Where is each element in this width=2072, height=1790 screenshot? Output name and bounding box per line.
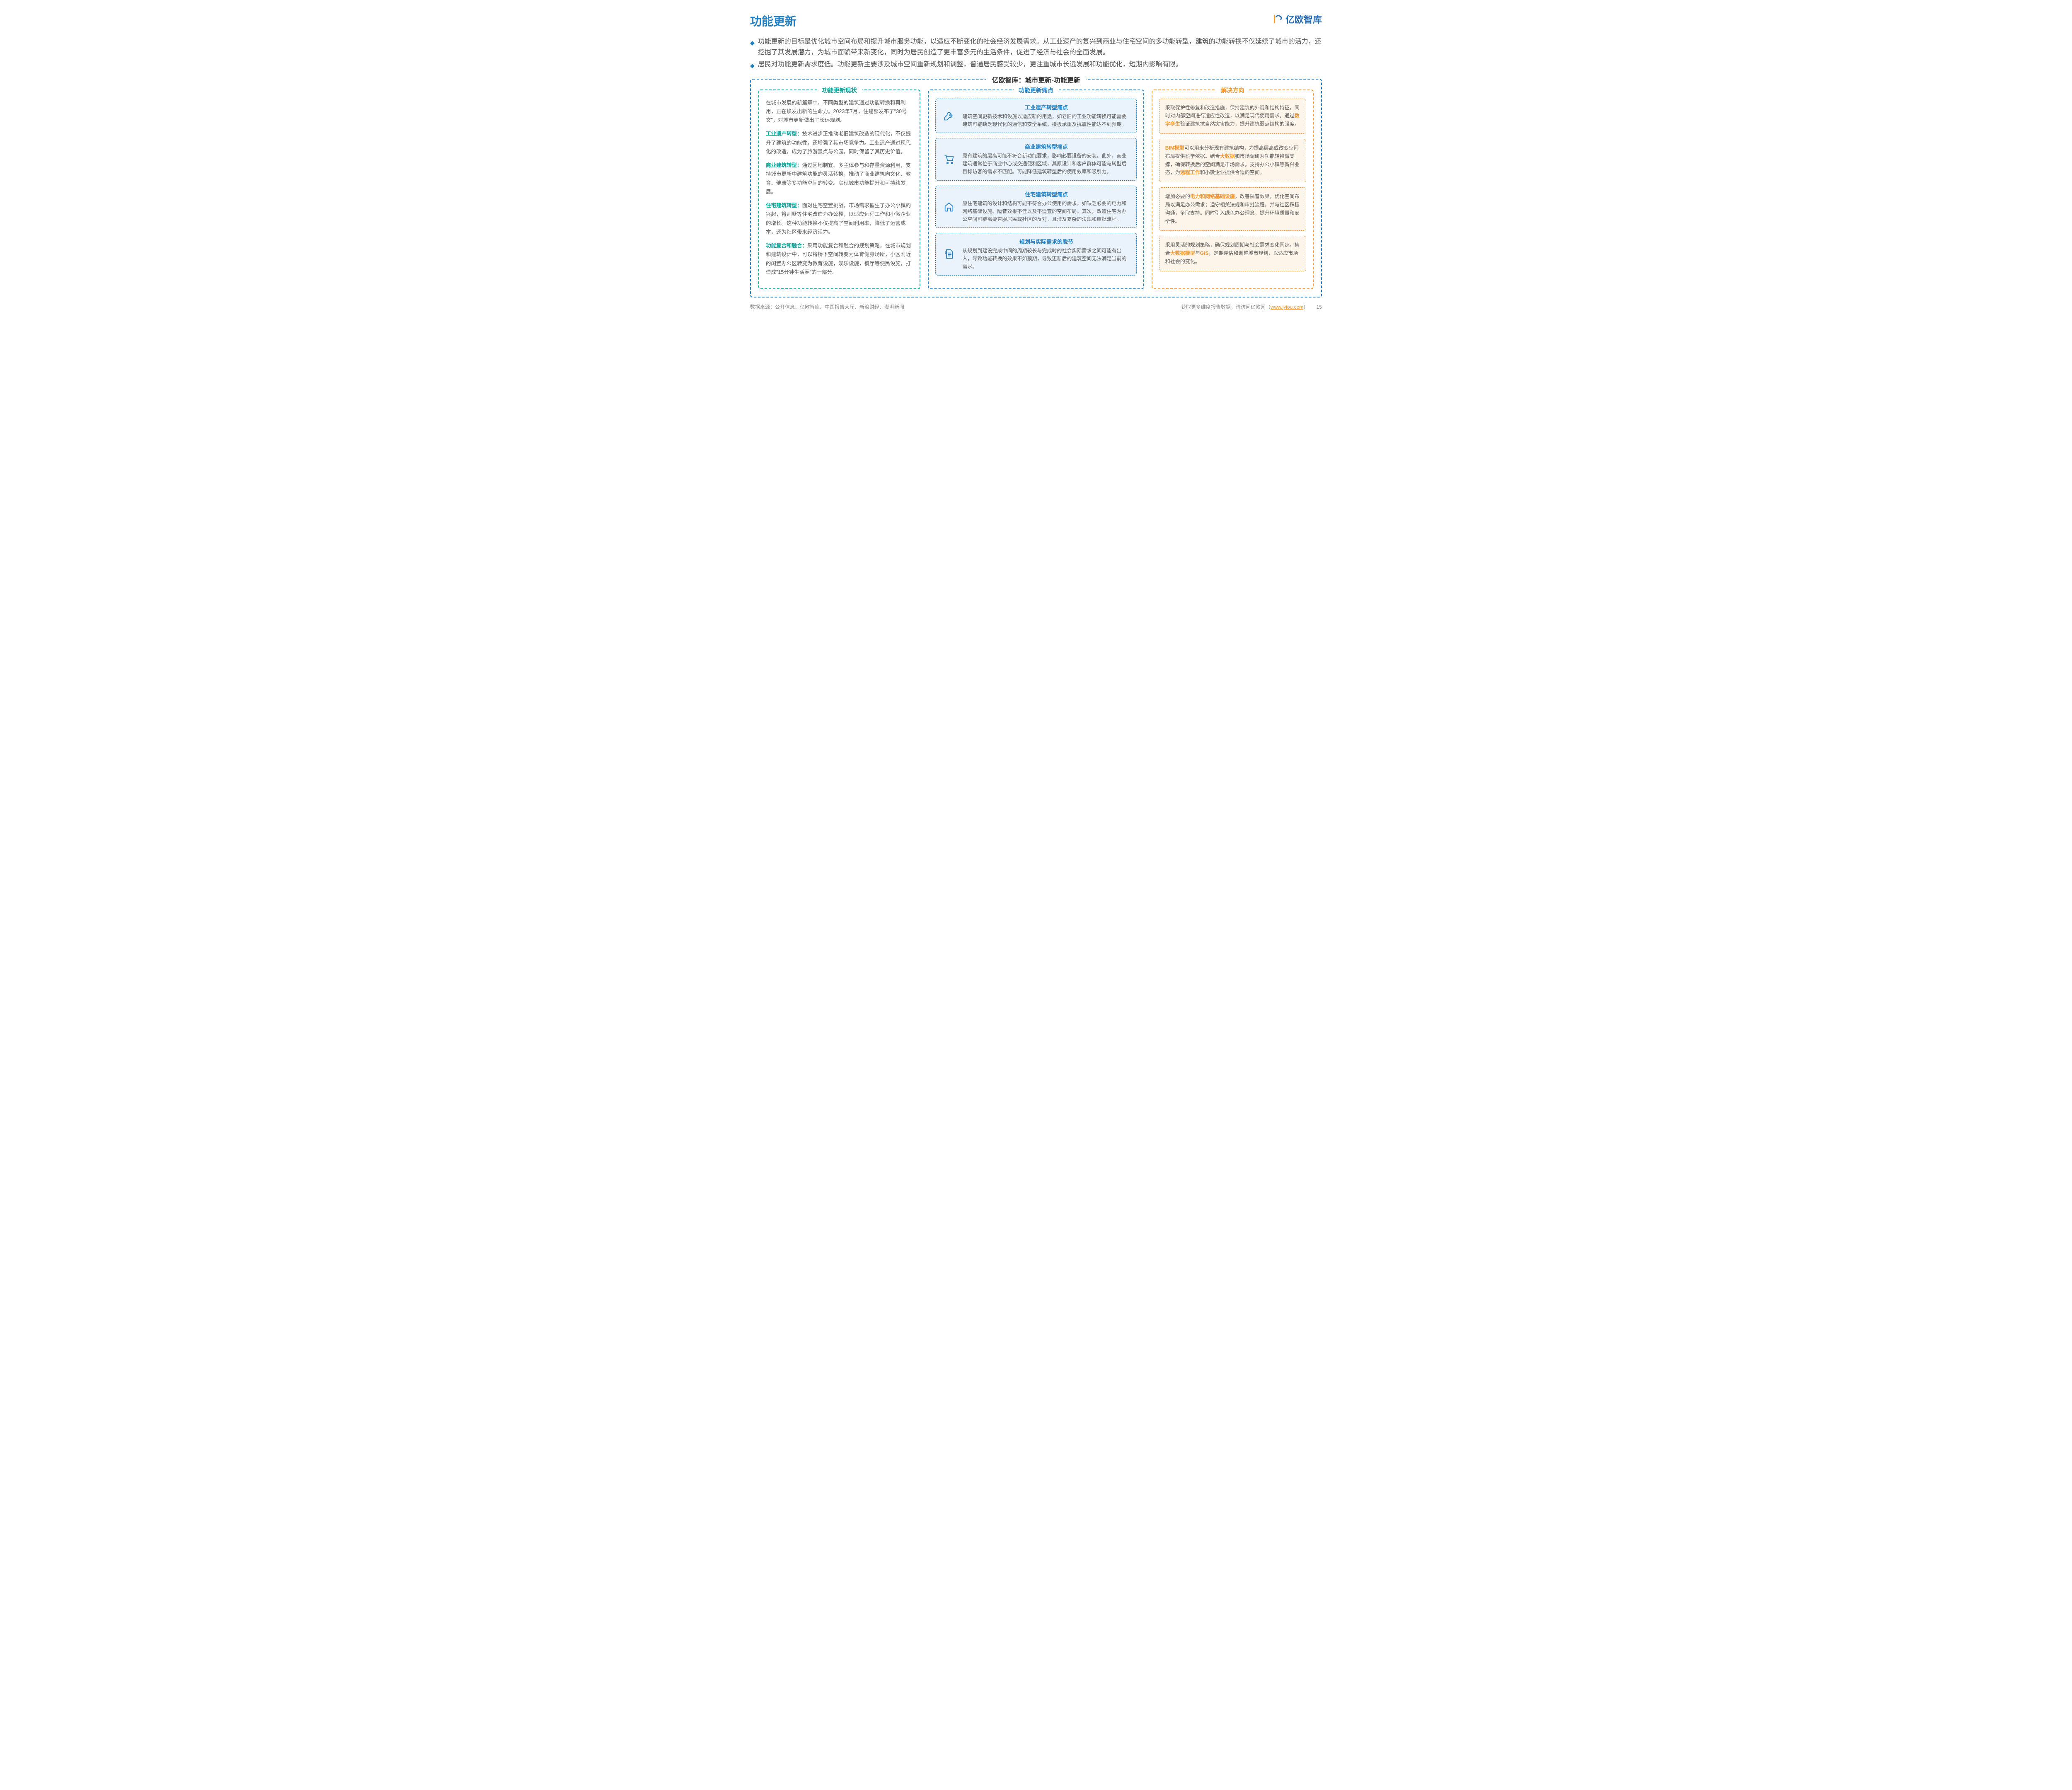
main-container: 亿欧智库：城市更新-功能更新 功能更新现状 在城市发展的新篇章中，不同类型的建筑… xyxy=(750,79,1322,298)
brand-logo: 亿欧智库 xyxy=(1272,12,1322,26)
col1-item-label: 商业建筑转型： xyxy=(766,162,802,168)
col3-title: 解决方向 xyxy=(1216,86,1249,94)
col1-item: 工业遗产转型：技术进步正推动老旧建筑改造的现代化，不仅提升了建筑的功能性，还增强… xyxy=(766,130,913,156)
highlight-term: BIM模型 xyxy=(1165,145,1184,151)
pain-card: 住宅建筑转型痛点原住宅建筑的设计和结构可能不符合办公使用的需求，如缺乏必要的电力… xyxy=(935,186,1136,228)
col1-item-label: 工业遗产转型： xyxy=(766,131,802,137)
highlight-term: 数字孪生 xyxy=(1165,113,1300,127)
intro-text: 功能更新的目标是优化城市空间布局和提升城市服务功能，以适应不断变化的社会经济发展… xyxy=(758,36,1322,58)
pain-card-text: 建筑空间更新技术和设施以适应新的用途，如老旧的工业功能转换可能需要建筑可能缺乏现… xyxy=(962,113,1130,128)
solution-card: 采取保护性修复和改造措施，保持建筑的外观和结构特征，同时对内部空间进行适应性改造… xyxy=(1159,99,1306,134)
page-title: 功能更新 xyxy=(750,12,796,29)
footer-link[interactable]: www.iyiou.com xyxy=(1271,304,1303,310)
doc-icon xyxy=(942,237,956,271)
main-box-title: 亿欧智库：城市更新-功能更新 xyxy=(986,75,1086,85)
bullet-icon: ◆ xyxy=(750,38,755,47)
col1-item-label: 功能复合和融合： xyxy=(766,243,807,249)
col1-intro: 在城市发展的新篇章中，不同类型的建筑通过功能转换和再利用，正在焕发出新的生命力。… xyxy=(766,99,913,125)
home-icon xyxy=(942,190,956,224)
logo-text: 亿欧智库 xyxy=(1285,12,1322,26)
col2-title: 功能更新痛点 xyxy=(1014,86,1058,94)
intro-block: ◆ 功能更新的目标是优化城市空间布局和提升城市服务功能，以适应不断变化的社会经济… xyxy=(750,36,1322,70)
col1-item-label: 住宅建筑转型： xyxy=(766,203,802,208)
footer-source: 数据来源：公开信息、亿欧智库、中国报告大厅、新浪财经、澎湃新闻 xyxy=(750,303,904,310)
footer: 数据来源：公开信息、亿欧智库、中国报告大厅、新浪财经、澎湃新闻 获取更多维度报告… xyxy=(750,303,1322,310)
pain-card-title: 规划与实际需求的脱节 xyxy=(962,237,1130,245)
intro-text: 居民对功能更新需求度低。功能更新主要涉及城市空间重新规划和调整，普通居民感受较少… xyxy=(758,59,1182,70)
highlight-term: 大数据模型 xyxy=(1170,250,1195,256)
pain-card: 规划与实际需求的脱节从规划到建设完成中间的周期较长与完成时的社会实际需求之间可能… xyxy=(935,233,1136,276)
highlight-term: 电力和网络基础设施 xyxy=(1190,194,1235,199)
pain-card-text: 原住宅建筑的设计和结构可能不符合办公使用的需求，如缺乏必要的电力和网络基础设施、… xyxy=(962,200,1130,224)
pain-card-title: 住宅建筑转型痛点 xyxy=(962,190,1130,198)
col1-title: 功能更新现状 xyxy=(817,86,862,94)
col1-item: 住宅建筑转型：面对住宅空置挑战，市场需求催生了办公小镇的兴起，将别墅等住宅改造为… xyxy=(766,201,913,237)
column-status: 功能更新现状 在城市发展的新篇章中，不同类型的建筑通过功能转换和再利用，正在焕发… xyxy=(758,90,920,290)
col1-item: 功能复合和融合：采用功能复合和融合的规划策略，在城市规划和建筑设计中，可以将桥下… xyxy=(766,242,913,277)
wrench-icon xyxy=(942,103,956,128)
solution-card: BIM模型可以用来分析现有建筑结构，为提高层高或改变空间布局提供科学依据。结合大… xyxy=(1159,139,1306,182)
pain-card-title: 工业遗产转型痛点 xyxy=(962,103,1130,111)
bullet-icon: ◆ xyxy=(750,61,755,70)
highlight-term: 大数据 xyxy=(1220,153,1235,159)
pain-card: 商业建筑转型痛点原有建筑的层高可能不符合新功能要求，影响必要设备的安装。此外，商… xyxy=(935,138,1136,181)
highlight-term: 远程工作 xyxy=(1180,169,1200,175)
logo-icon xyxy=(1272,14,1283,24)
solution-card: 增加必要的电力和网络基础设施，改善隔音效果，优化空间布局以满足办公需求；遵守相关… xyxy=(1159,187,1306,231)
column-painpoints: 功能更新痛点 工业遗产转型痛点建筑空间更新技术和设施以适应新的用途，如老旧的工业… xyxy=(928,90,1144,290)
cart-icon xyxy=(942,143,956,176)
col1-item: 商业建筑转型：通过因地制宜、多主体参与和存量资源利用，支持城市更新中建筑功能的灵… xyxy=(766,161,913,196)
footer-cta: 获取更多维度报告数据，请访问亿欧网（www.iyiou.com） 15 xyxy=(1181,303,1322,310)
page-number: 15 xyxy=(1317,304,1322,310)
column-solutions: 解决方向 采取保护性修复和改造措施，保持建筑的外观和结构特征，同时对内部空间进行… xyxy=(1152,90,1314,290)
pain-card-title: 商业建筑转型痛点 xyxy=(962,143,1130,150)
solution-card: 采用灵活的规划策略，确保规划周期与社会需求变化同步。集合大数据模型与GIS，定期… xyxy=(1159,236,1306,271)
pain-card-text: 原有建筑的层高可能不符合新功能要求，影响必要设备的安装。此外，商业建筑通常位于商… xyxy=(962,152,1130,176)
pain-card: 工业遗产转型痛点建筑空间更新技术和设施以适应新的用途，如老旧的工业功能转换可能需… xyxy=(935,99,1136,133)
highlight-term: GIS xyxy=(1200,250,1209,256)
pain-card-text: 从规划到建设完成中间的周期较长与完成时的社会实际需求之间可能有出入，导致功能转换… xyxy=(962,247,1130,271)
